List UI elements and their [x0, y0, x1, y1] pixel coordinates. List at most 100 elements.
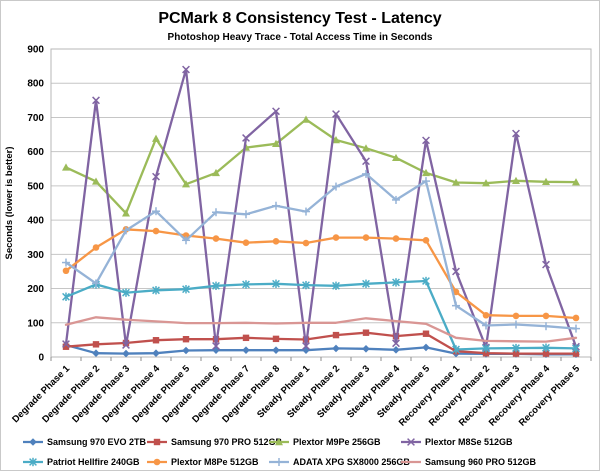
marker-triangle [482, 179, 490, 187]
marker-x [242, 134, 250, 142]
legend-item-adata-xpg-sx8000-256gb: ADATA XPG SX8000 256GB [269, 457, 410, 467]
marker-diamond [272, 346, 280, 354]
marker-square [512, 350, 520, 357]
x-category-label: Steady Phase 1 [255, 363, 313, 421]
legend-label: Samsung 970 EVO 2TB [47, 437, 147, 447]
y-tick-label-200: 200 [27, 284, 44, 295]
marker-triangle [392, 153, 400, 162]
legend-item-samsung-970-pro-512gb: Samsung 970 PRO 512GB [147, 437, 283, 447]
marker-diamond [212, 346, 220, 354]
marker-triangle [92, 177, 100, 185]
marker-circle [332, 234, 340, 241]
y-axis-title: Seconds (lower is better) [4, 147, 15, 260]
marker-circle [542, 312, 550, 320]
marker-x [392, 339, 400, 348]
marker-triangle [512, 176, 520, 184]
marker-triangle [362, 144, 370, 152]
y-tick-label-500: 500 [27, 181, 44, 192]
marker-square [62, 343, 70, 350]
marker-triangle [182, 180, 190, 188]
marker-circle [152, 227, 160, 235]
marker-circle [62, 267, 70, 275]
marker-x [92, 96, 100, 105]
marker-circle [212, 235, 220, 242]
series-line [64, 228, 578, 320]
marker-diamond [29, 438, 37, 446]
marker-x [182, 65, 190, 74]
marker-square [482, 350, 490, 357]
marker-square [542, 350, 550, 357]
marker-square [572, 350, 580, 357]
legend-label: Samsung 970 PRO 512GB [171, 437, 283, 447]
marker-circle [422, 237, 430, 244]
marker-square [272, 335, 280, 343]
legend-item-samsung-970-evo-2tb: Samsung 970 EVO 2TB [23, 437, 147, 447]
legend-label: Plextor M8Se 512GB [425, 437, 513, 447]
marker-square [92, 341, 100, 348]
series-plextor-m8pe-512gb [62, 226, 580, 322]
marker-square [332, 331, 340, 339]
legend-label: Plextor M9Pe 256GB [293, 437, 381, 447]
marker-circle [272, 238, 280, 245]
series-samsung-960-pro-512gb [64, 316, 578, 343]
y-tick-label-400: 400 [27, 216, 44, 227]
marker-circle [452, 288, 460, 296]
y-tick-label-100: 100 [27, 318, 44, 329]
marker-x [332, 110, 340, 118]
marker-square [242, 334, 250, 342]
marker-x [422, 136, 430, 145]
y-tick-label-800: 800 [27, 79, 44, 90]
x-category-label: Steady Phase 2 [285, 363, 342, 420]
y-tick-label-900: 900 [27, 45, 44, 56]
marker-x [362, 157, 370, 166]
marker-triangle [212, 168, 220, 177]
marker-diamond [122, 349, 130, 358]
gridlines [50, 48, 592, 361]
chart-legend: Samsung 970 EVO 2TB Samsung 970 PRO 512GB… [23, 437, 537, 467]
marker-circle [302, 239, 310, 247]
marker-diamond [332, 344, 340, 353]
marker-triangle [332, 136, 340, 144]
marker-x [452, 267, 460, 276]
y-axis-labels: 0 100 200 300 400 500 600 700 800 900 [27, 45, 44, 364]
marker-circle [242, 239, 250, 246]
marker-triangle [422, 168, 430, 177]
x-category-label: Steady Phase 3 [315, 363, 372, 420]
x-category-label: Steady Phase 5 [375, 363, 433, 421]
marker-circle [572, 314, 580, 322]
marker-circle [512, 312, 520, 320]
marker-triangle [542, 177, 550, 185]
marker-triangle [275, 438, 283, 446]
marker-circle [482, 311, 490, 319]
marker-diamond [362, 344, 370, 353]
marker-x [152, 172, 160, 181]
chart-title: PCMark 8 Consistency Test - Latency [158, 10, 441, 27]
marker-triangle [302, 115, 310, 123]
data-series [62, 65, 580, 359]
marker-x [542, 260, 550, 269]
y-tick-label-600: 600 [27, 147, 44, 158]
series-line [64, 172, 578, 330]
series-adata-xpg-sx8000-256gb [62, 169, 580, 333]
legend-label: Samsung 960 PRO 512GB [425, 457, 537, 467]
marker-x [512, 129, 520, 138]
series-samsung-970-evo-2tb [62, 341, 580, 359]
marker-square [182, 336, 190, 343]
marker-diamond [422, 343, 430, 352]
marker-circle [392, 235, 400, 242]
marker-x [62, 340, 70, 348]
y-tick-label-300: 300 [27, 250, 44, 261]
marker-square [152, 337, 160, 344]
series-plextor-m9pe-256gb [62, 115, 580, 217]
marker-circle [362, 234, 370, 241]
marker-diamond [302, 346, 310, 354]
marker-square [362, 329, 370, 336]
marker-triangle [152, 134, 160, 142]
x-category-label: Steady Phase 4 [345, 363, 403, 421]
marker-x [122, 341, 130, 349]
marker-diamond [92, 349, 100, 358]
marker-x [272, 107, 280, 116]
chart-subtitle: Photoshop Heavy Trace - Total Access Tim… [168, 32, 433, 43]
